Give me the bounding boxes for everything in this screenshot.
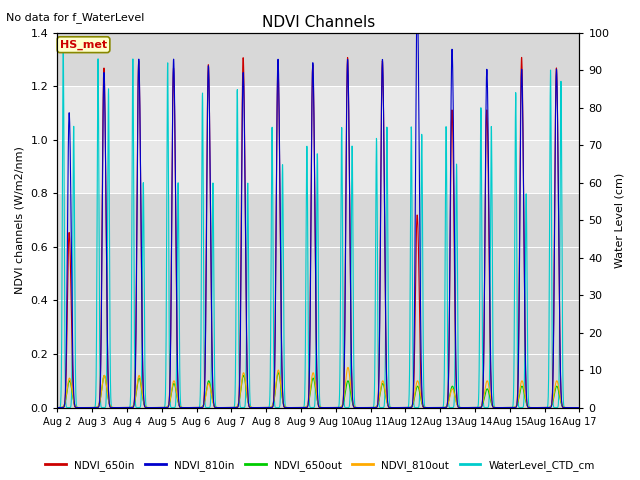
Text: HS_met: HS_met [60,39,107,50]
Y-axis label: NDVI channels (W/m2/nm): NDVI channels (W/m2/nm) [15,146,25,294]
Y-axis label: Water Level (cm): Water Level (cm) [615,172,625,268]
Text: No data for f_WaterLevel: No data for f_WaterLevel [6,12,145,23]
Legend: NDVI_650in, NDVI_810in, NDVI_650out, NDVI_810out, WaterLevel_CTD_cm: NDVI_650in, NDVI_810in, NDVI_650out, NDV… [41,456,599,475]
Bar [58,86,579,193]
Title: NDVI Channels: NDVI Channels [262,15,375,30]
